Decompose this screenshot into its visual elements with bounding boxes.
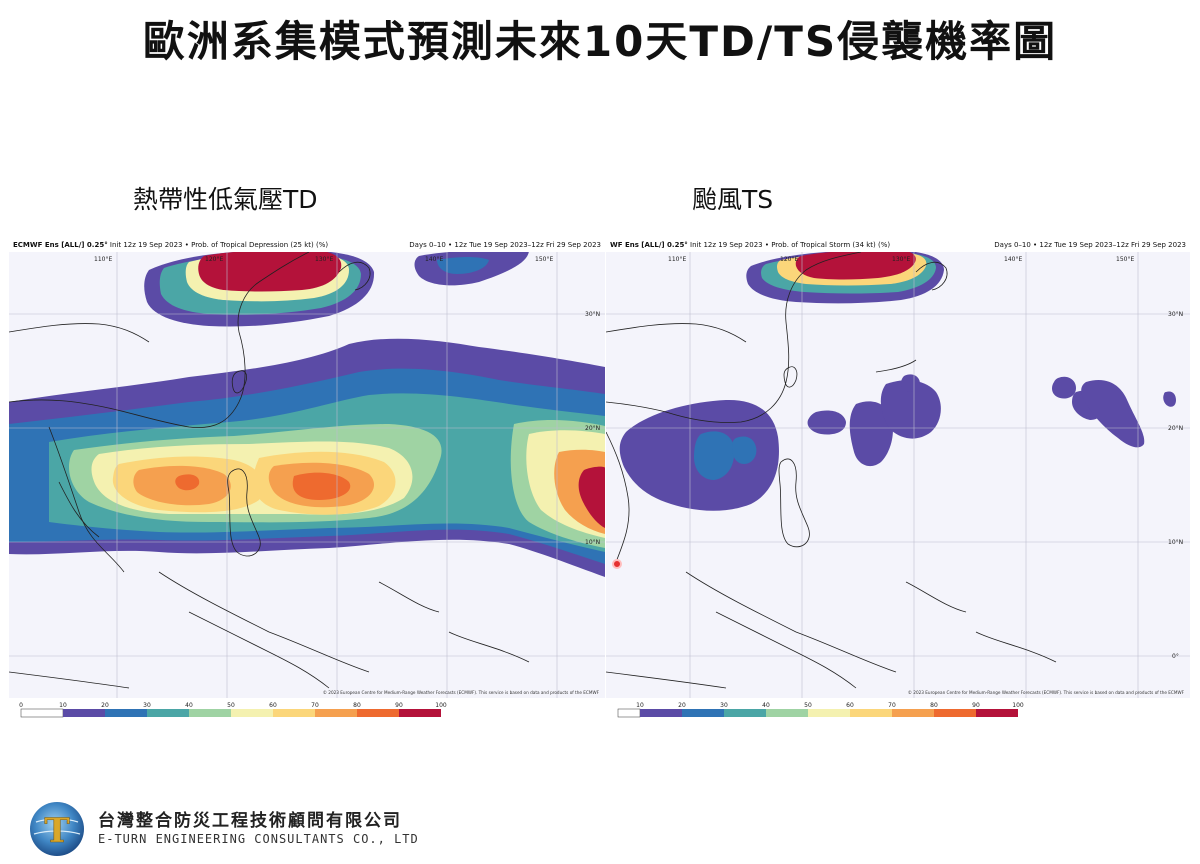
td-probability-panel: ECMWF Ens [ALL/] 0.25° Init 12z 19 Sep 2… xyxy=(9,238,605,720)
td-cbar-tick-60: 60 xyxy=(269,702,277,709)
ts-probability-map: 110°E 120°E 130°E 140°E 150°E 30°N 20°N … xyxy=(606,252,1190,698)
ts-lon-label-110: 110°E xyxy=(668,256,686,263)
ts-cbar-tick-30: 30 xyxy=(720,702,728,709)
td-lat-label-10: 10°N xyxy=(585,539,600,546)
company-branding: T 台灣整合防災工程技術顧問有限公司 E-TURN ENGINEERING CO… xyxy=(28,800,548,858)
company-name-zh: 台灣整合防災工程技術顧問有限公司 xyxy=(98,811,402,831)
ts-cbar-tick-40: 40 xyxy=(762,702,770,709)
td-cbar-tick-10: 10 xyxy=(59,702,67,709)
ts-lat-label-20: 20°N xyxy=(1168,425,1183,432)
company-name-en: E-TURN ENGINEERING CONSULTANTS CO., LTD xyxy=(98,832,419,846)
td-cbar-tick-50: 50 xyxy=(227,702,235,709)
td-probability-map: 110°E 120°E 130°E 140°E 150°E 30°N 20°N … xyxy=(9,252,605,698)
td-band-80-east xyxy=(292,472,351,500)
ts-phil-blob-b xyxy=(849,401,893,467)
td-lon-label-130: 130°E xyxy=(315,256,333,263)
ts-phil-blob-d xyxy=(901,374,920,392)
td-cbar-tick-80: 80 xyxy=(353,702,361,709)
ts-header-model: WF Ens [ALL/] 0.25° xyxy=(610,241,688,249)
td-lon-label-110: 110°E xyxy=(94,256,112,263)
ts-cbar-tick-60: 60 xyxy=(846,702,854,709)
td-cbar-tick-0: 0 xyxy=(19,702,23,709)
ts-ne-blob-a xyxy=(1052,376,1076,399)
logo-globe-icon xyxy=(30,802,84,856)
td-cbar-tick-30: 30 xyxy=(143,702,151,709)
td-lon-label-140: 140°E xyxy=(425,256,443,263)
td-lat-label-20: 20°N xyxy=(585,425,600,432)
td-copyright: © 2023 European Centre for Medium-Range … xyxy=(323,690,600,695)
ts-probability-shading xyxy=(619,252,1176,511)
ts-ne-blob-d xyxy=(1163,391,1176,407)
td-cbar-tick-20: 20 xyxy=(101,702,109,709)
ts-map-header: WF Ens [ALL/] 0.25° Init 12z 19 Sep 2023… xyxy=(606,238,1190,252)
td-lat-label-30: 30°N xyxy=(585,311,600,318)
td-north-band-90 xyxy=(198,252,342,292)
ts-lat-label-30: 30°N xyxy=(1168,311,1183,318)
td-header-model: ECMWF Ens [ALL/] 0.25° xyxy=(13,241,108,249)
td-header-desc: Init 12z 19 Sep 2023 • Prob. of Tropical… xyxy=(107,241,329,249)
td-panel-subtitle: 熱帶性低氣壓TD xyxy=(133,185,318,214)
ts-phil-blob-a xyxy=(807,410,846,435)
td-cbar-tick-100: 100 xyxy=(435,702,447,709)
ts-lat-label-10: 10°N xyxy=(1168,539,1183,546)
td-band-80-west xyxy=(175,474,200,491)
ts-scs-band-20-b xyxy=(732,436,757,464)
ts-scs-band-20-a xyxy=(694,431,735,480)
ts-lon-label-130: 130°E xyxy=(892,256,910,263)
td-coastlines xyxy=(9,252,530,689)
ts-coastlines xyxy=(606,252,1057,689)
ts-cbar-tick-50: 50 xyxy=(804,702,812,709)
ts-lon-label-140: 140°E xyxy=(1004,256,1022,263)
ts-lat-label-0: 0° xyxy=(1172,653,1179,660)
logo-letter: T xyxy=(44,811,69,851)
ts-cbar-tick-10: 10 xyxy=(636,702,644,709)
td-cbar-tick-90: 90 xyxy=(395,702,403,709)
ts-colorbar: 10 20 30 40 50 60 70 80 90 100 xyxy=(617,702,1024,718)
ts-probability-panel: WF Ens [ALL/] 0.25° Init 12z 19 Sep 2023… xyxy=(606,238,1190,720)
td-gridlines xyxy=(9,252,605,698)
ts-ne-blob-c xyxy=(1081,380,1145,448)
td-cbar-tick-40: 40 xyxy=(185,702,193,709)
td-probability-shading xyxy=(9,252,605,577)
td-colorbar: 0 10 20 30 40 50 60 70 80 90 100 xyxy=(19,702,447,718)
ts-north-band-90 xyxy=(795,252,916,280)
ts-gridlines xyxy=(606,252,1190,698)
ts-header-period: Days 0–10 • 12z Tue 19 Sep 2023–12z Fri … xyxy=(994,241,1186,249)
td-map-header: ECMWF Ens [ALL/] 0.25° Init 12z 19 Sep 2… xyxy=(9,238,605,252)
td-east-band-90 xyxy=(578,466,605,528)
ts-colorbar-swatches xyxy=(617,708,1018,718)
td-header-period: Days 0–10 • 12z Tue 19 Sep 2023–12z Fri … xyxy=(409,241,601,249)
td-ne-band-20 xyxy=(437,257,489,274)
ts-header-desc: Init 12z 19 Sep 2023 • Prob. of Tropical… xyxy=(687,241,891,249)
ts-cbar-tick-90: 90 xyxy=(972,702,980,709)
ts-cbar-tick-80: 80 xyxy=(930,702,938,709)
td-lon-label-120: 120°E xyxy=(205,256,223,263)
td-cbar-tick-70: 70 xyxy=(311,702,319,709)
ts-panel-subtitle: 颱風TS xyxy=(692,185,774,214)
ts-lon-label-150: 150°E xyxy=(1116,256,1134,263)
ts-phil-blob-c xyxy=(880,380,941,439)
ts-copyright: © 2023 European Centre for Medium-Range … xyxy=(908,690,1185,695)
ts-lon-label-120: 120°E xyxy=(780,256,798,263)
company-logo: T xyxy=(30,802,84,856)
page-title: 歐洲系集模式預測未來10天TD/TS侵襲機率圖 xyxy=(142,17,1058,66)
ts-red-marker xyxy=(612,559,622,569)
ts-cbar-tick-20: 20 xyxy=(678,702,686,709)
td-lon-label-150: 150°E xyxy=(535,256,553,263)
td-colorbar-swatches xyxy=(20,708,441,718)
ts-cbar-tick-70: 70 xyxy=(888,702,896,709)
ts-cbar-tick-100: 100 xyxy=(1012,702,1024,709)
